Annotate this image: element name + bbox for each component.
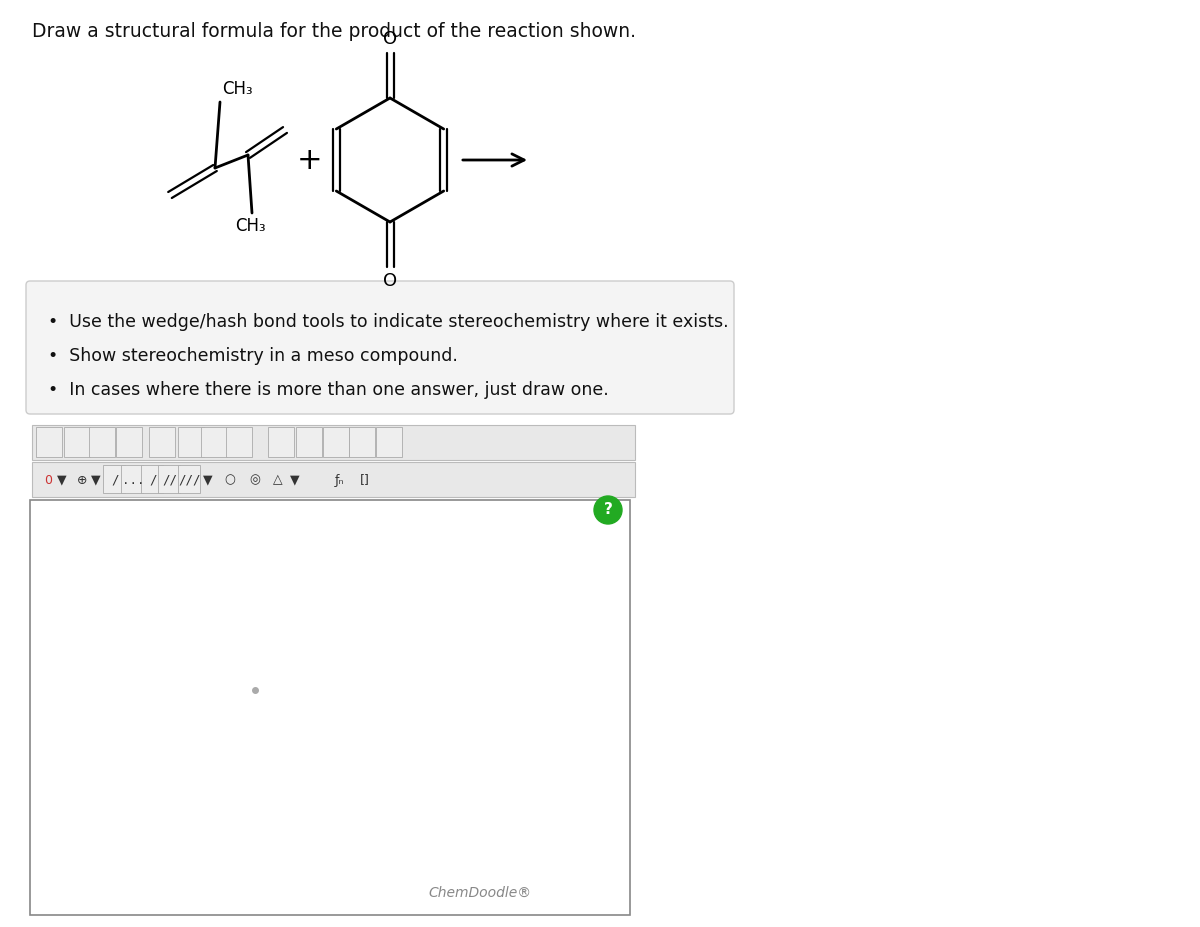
Text: /: /: [112, 474, 119, 487]
Text: O: O: [383, 30, 397, 48]
Text: ▼: ▼: [91, 474, 101, 487]
Text: ?: ?: [604, 502, 612, 517]
Text: ▼: ▼: [58, 474, 67, 487]
Text: ChemDoodle®: ChemDoodle®: [428, 886, 532, 900]
Text: //: //: [162, 474, 178, 487]
Bar: [121, 465, 143, 493]
Bar: [268, 427, 294, 457]
Text: +: +: [298, 146, 323, 174]
Bar: [32, 462, 635, 497]
Bar: [103, 465, 125, 493]
Circle shape: [594, 496, 622, 524]
Text: ...: ...: [121, 474, 144, 487]
Bar: [349, 427, 374, 457]
Bar: [178, 427, 204, 457]
Bar: [376, 427, 402, 457]
Text: Draw a structural formula for the product of the reaction shown.: Draw a structural formula for the produc…: [32, 22, 636, 41]
Bar: [149, 427, 175, 457]
Bar: [142, 465, 163, 493]
Bar: [36, 427, 62, 457]
Bar: [202, 427, 227, 457]
Text: ƒₙ: ƒₙ: [335, 474, 344, 487]
Text: ▼: ▼: [290, 474, 300, 487]
Bar: [32, 425, 635, 460]
FancyBboxPatch shape: [26, 281, 734, 414]
Bar: [158, 465, 180, 493]
Text: ▼: ▼: [203, 474, 212, 487]
Text: O: O: [383, 272, 397, 290]
Text: △: △: [274, 474, 283, 487]
Bar: [30, 500, 630, 915]
Text: •  Show stereochemistry in a meso compound.: • Show stereochemistry in a meso compoun…: [48, 347, 458, 365]
Bar: [296, 427, 322, 457]
Text: []: []: [360, 474, 370, 487]
Text: /: /: [149, 474, 157, 487]
Text: CH₃: CH₃: [222, 80, 253, 98]
Text: ⊕: ⊕: [77, 474, 88, 487]
Text: 0: 0: [44, 474, 52, 487]
Text: CH₃: CH₃: [235, 217, 265, 235]
Bar: [226, 427, 252, 457]
Bar: [89, 427, 115, 457]
Text: •  In cases where there is more than one answer, just draw one.: • In cases where there is more than one …: [48, 381, 608, 399]
Bar: [178, 465, 200, 493]
Text: •  Use the wedge/hash bond tools to indicate stereochemistry where it exists.: • Use the wedge/hash bond tools to indic…: [48, 313, 728, 331]
Text: ◎: ◎: [250, 474, 260, 487]
Bar: [323, 427, 349, 457]
Bar: [64, 427, 90, 457]
Bar: [116, 427, 142, 457]
Text: ///: ///: [179, 474, 202, 487]
Text: ○: ○: [224, 474, 235, 487]
